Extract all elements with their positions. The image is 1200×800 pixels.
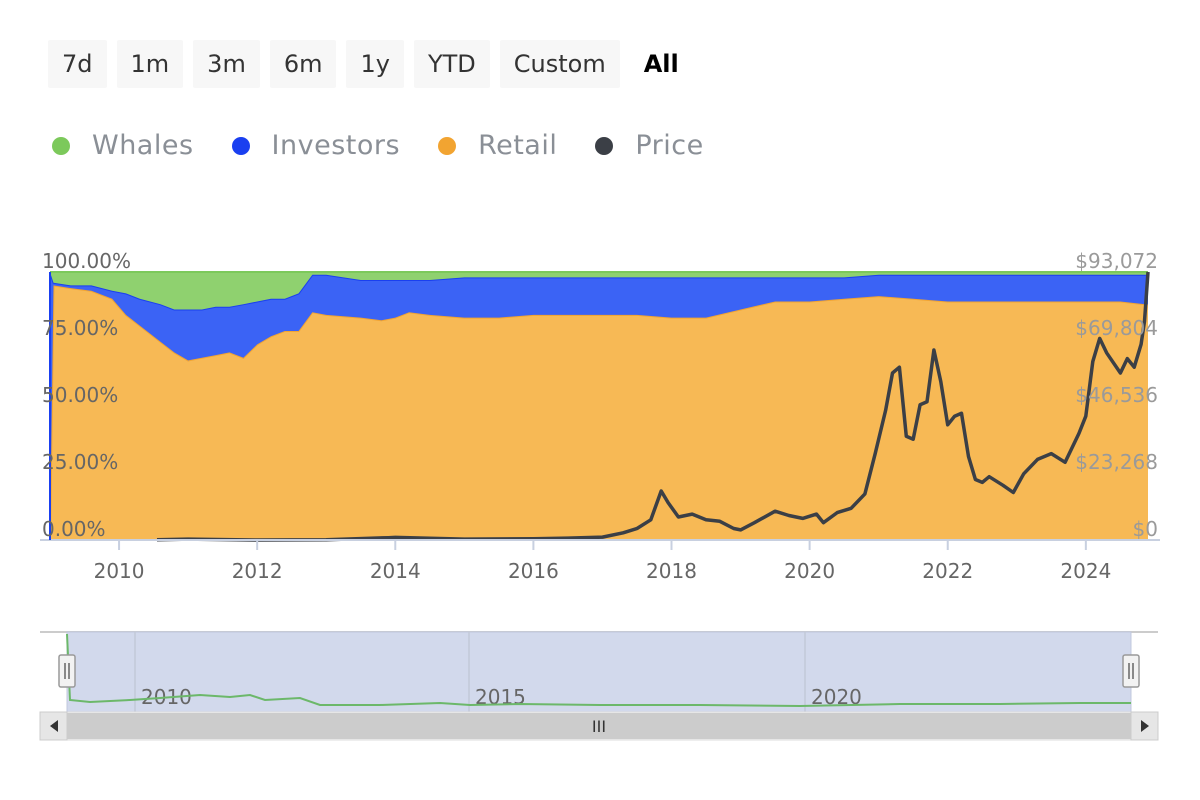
legend-dot-investors: [231, 136, 250, 155]
legend-item-retail[interactable]: Retail: [438, 130, 557, 161]
legend-label-whales: Whales: [92, 130, 194, 161]
range-selector: 7d 1m 3m 6m 1y YTD Custom All: [48, 40, 703, 88]
y-left-tick-label: 100.00%: [42, 249, 131, 273]
y-right-tick-label: $69,804: [1075, 316, 1158, 340]
navigator-left-handle[interactable]: [58, 654, 76, 688]
range-button-1y[interactable]: 1y: [346, 40, 404, 88]
legend-item-investors[interactable]: Investors: [231, 130, 401, 161]
price-line: [156, 271, 1150, 542]
y-left-tick-label: 75.00%: [42, 316, 118, 340]
x-tick-label: 2024: [1060, 559, 1111, 583]
x-tick-label: 2020: [784, 559, 835, 583]
chart-legend: Whales Investors Retail Price: [52, 130, 742, 161]
y-right-tick-label: $46,536: [1075, 383, 1158, 407]
y-right-tick-label: $93,072: [1075, 249, 1158, 273]
legend-label-price: Price: [635, 130, 704, 161]
range-button-1m[interactable]: 1m: [116, 40, 184, 88]
scroll-left-arrow[interactable]: [39, 711, 68, 741]
navigator-selection[interactable]: [66, 631, 1132, 713]
x-tick-label: 2014: [370, 559, 421, 583]
range-button-3m[interactable]: 3m: [193, 40, 260, 88]
range-button-ytd[interactable]: YTD: [413, 40, 490, 88]
x-tick-label: 2018: [646, 559, 697, 583]
range-button-custom[interactable]: Custom: [499, 40, 620, 88]
navigator-scrollbar[interactable]: III: [39, 711, 1159, 741]
range-button-all[interactable]: All: [630, 40, 693, 88]
y-left-tick-label: 50.00%: [42, 383, 118, 407]
y-right-tick-label: $23,268: [1075, 450, 1158, 474]
x-tick-label: 2010: [94, 559, 145, 583]
y-right-tick-label: $0: [1133, 517, 1158, 541]
area-investors: [50, 272, 1148, 540]
area-retail: [50, 285, 1148, 540]
legend-item-price[interactable]: Price: [595, 130, 703, 161]
range-button-6m[interactable]: 6m: [269, 40, 337, 88]
x-tick-label: 2012: [232, 559, 283, 583]
x-tick-label: 2016: [508, 559, 559, 583]
legend-dot-whales: [52, 136, 70, 155]
legend-dot-price: [595, 136, 614, 155]
legend-dot-retail: [438, 136, 457, 155]
scrollbar-grip: III: [592, 717, 606, 736]
x-tick-label: 2022: [922, 559, 973, 583]
scroll-right-arrow[interactable]: [1130, 711, 1159, 741]
legend-item-whales[interactable]: Whales: [52, 130, 194, 161]
scrollbar-thumb[interactable]: [67, 713, 1131, 739]
navigator-right-handle[interactable]: [1122, 654, 1140, 688]
area-whales: [50, 272, 1148, 310]
y-left-tick-label: 0.00%: [42, 517, 106, 541]
navigator-series-line: [66, 633, 1131, 708]
range-button-7d[interactable]: 7d: [48, 40, 107, 88]
y-left-tick-label: 25.00%: [42, 450, 118, 474]
legend-label-investors: Investors: [271, 130, 401, 161]
legend-label-retail: Retail: [478, 130, 558, 161]
